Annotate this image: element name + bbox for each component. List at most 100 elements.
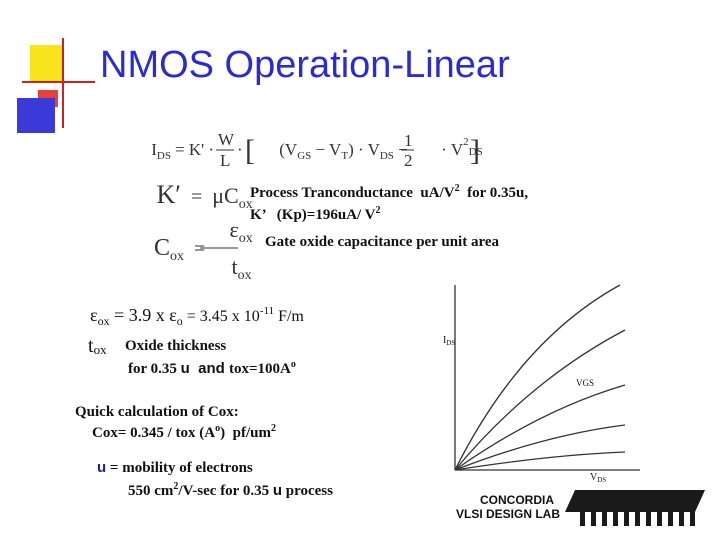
label: Oxide thickness bbox=[125, 338, 226, 354]
pin bbox=[690, 512, 695, 526]
token: · bbox=[237, 140, 243, 159]
token: /V-sec for 0.35 bbox=[177, 483, 272, 499]
iv-graph bbox=[454, 284, 640, 471]
token: = mobility of electrons bbox=[106, 460, 253, 476]
token: DS bbox=[469, 146, 483, 158]
note: Gate oxide capacitance per unit area bbox=[265, 234, 499, 250]
token: 1 bbox=[404, 131, 413, 150]
token: I bbox=[443, 335, 446, 346]
token: ox bbox=[170, 249, 184, 264]
pin bbox=[580, 512, 585, 526]
token: · V bbox=[441, 140, 464, 159]
token: u bbox=[97, 459, 106, 476]
token: L bbox=[220, 151, 230, 170]
equation: εox bbox=[202, 217, 269, 247]
equation: IDS = K' · bbox=[130, 140, 227, 162]
token: I bbox=[151, 140, 157, 159]
token: C bbox=[154, 235, 170, 261]
pin bbox=[602, 512, 607, 526]
sup: 2 bbox=[376, 205, 381, 216]
token: T bbox=[341, 150, 348, 162]
chip-pins bbox=[580, 512, 695, 526]
sup: o bbox=[215, 423, 220, 434]
pin bbox=[613, 512, 618, 526]
token: o bbox=[177, 314, 183, 328]
token: DS bbox=[157, 150, 171, 162]
note-text: K’ (Kp)=196uA/ V bbox=[250, 207, 376, 223]
token: (V bbox=[279, 140, 298, 159]
token: and bbox=[190, 360, 229, 377]
token: 2 bbox=[463, 136, 469, 148]
x-label: VDS bbox=[590, 472, 606, 484]
token: ox bbox=[239, 231, 253, 246]
token: GS bbox=[297, 150, 311, 162]
token: ox bbox=[239, 197, 253, 212]
pin bbox=[668, 512, 673, 526]
token: ox bbox=[98, 314, 110, 328]
token: = bbox=[191, 186, 202, 208]
sup: o bbox=[291, 359, 296, 370]
token: Cox= 0.345 / tox (A bbox=[92, 425, 215, 441]
curve bbox=[454, 451, 626, 471]
token: t bbox=[88, 335, 94, 357]
token: ε bbox=[169, 305, 177, 325]
token: ] bbox=[470, 134, 480, 167]
logo-text: CONCORDIA bbox=[480, 493, 554, 507]
equation: (VGS − VT) · VDS − bbox=[258, 140, 421, 162]
chip bbox=[565, 490, 705, 512]
token: − V bbox=[311, 140, 342, 159]
heading: Quick calculation of Cox: bbox=[75, 404, 239, 420]
pin bbox=[679, 512, 684, 526]
token: DS bbox=[380, 150, 394, 162]
token: = 3.9 x bbox=[110, 305, 170, 325]
token: [ bbox=[245, 134, 255, 167]
token: = 3.45 x 10 bbox=[183, 308, 260, 325]
token: ε bbox=[90, 305, 98, 325]
token: DS bbox=[597, 476, 606, 484]
token: t bbox=[232, 254, 238, 279]
token: tox=100A bbox=[229, 361, 291, 377]
equation: K′ = μCox bbox=[124, 180, 272, 214]
note-text: Process Tranconductance uA/V bbox=[250, 185, 455, 201]
pin bbox=[624, 512, 629, 526]
token: K′ bbox=[157, 180, 181, 209]
token: ) pf/um bbox=[220, 425, 271, 441]
token: u bbox=[273, 482, 282, 499]
symbol: tox bbox=[88, 335, 107, 357]
note: K’ (Kp)=196uA/ V2 bbox=[250, 205, 381, 223]
mobility: 550 cm2/V-sec for 0.35 u process bbox=[128, 481, 333, 499]
pin bbox=[646, 512, 651, 526]
deco-yellow bbox=[30, 45, 62, 81]
pin bbox=[591, 512, 596, 526]
equation: Cox = bbox=[124, 235, 223, 264]
curve bbox=[454, 329, 626, 471]
equation: tox bbox=[204, 254, 268, 284]
token: = K' · bbox=[175, 140, 214, 159]
y-label: IDS bbox=[443, 335, 455, 347]
note: Process Tranconductance uA/V2 for 0.35u, bbox=[250, 183, 528, 201]
sup: 2 bbox=[455, 183, 460, 194]
token: = bbox=[194, 238, 205, 260]
detail: for 0.35 u and tox=100Ao bbox=[128, 359, 296, 377]
pin bbox=[635, 512, 640, 526]
token: ) · V bbox=[348, 140, 381, 159]
curve bbox=[454, 384, 626, 471]
sup: 2 bbox=[173, 481, 178, 492]
permittivity: εox = 3.9 x εo = 3.45 x 10-11 F/m bbox=[90, 305, 304, 328]
token: μC bbox=[212, 183, 238, 208]
token: V bbox=[590, 472, 598, 483]
sup: 2 bbox=[271, 423, 276, 434]
pin bbox=[657, 512, 662, 526]
token: ε bbox=[230, 217, 239, 242]
curve bbox=[454, 284, 621, 471]
title: NMOS Operation-Linear bbox=[100, 44, 510, 86]
curve bbox=[454, 424, 626, 471]
curve-label: VGS bbox=[576, 378, 594, 388]
equation: · V2DS bbox=[420, 136, 495, 159]
logo-text: VLSI DESIGN LAB bbox=[456, 507, 560, 521]
token: − bbox=[394, 140, 408, 159]
token: 550 cm bbox=[128, 483, 174, 499]
token: ox bbox=[94, 342, 108, 357]
token: ox bbox=[238, 268, 252, 283]
